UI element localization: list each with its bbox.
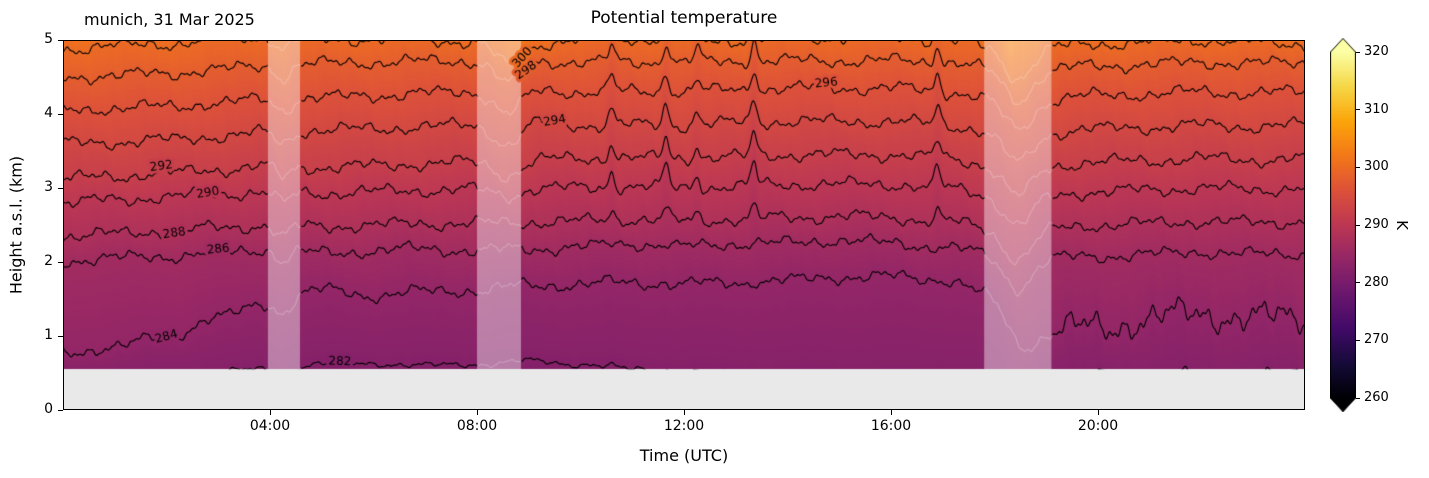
colorbar-tick-label: 270	[1364, 332, 1389, 348]
colorbar-tick-label: 290	[1364, 217, 1389, 232]
y-tick-label: 5	[44, 31, 53, 47]
colorbar-tick-mark	[1356, 224, 1360, 226]
colorbar-tick-mark	[1356, 51, 1360, 53]
colorbar-tick-label: 260	[1364, 390, 1389, 405]
colorbar-tick-label: 280	[1364, 274, 1389, 290]
y-tick-mark	[58, 409, 63, 411]
y-tick-mark	[58, 335, 63, 337]
x-tick-label: 20:00	[1077, 418, 1119, 434]
contour-plot-canvas	[63, 40, 1305, 410]
x-tick-mark	[1097, 410, 1099, 415]
colorbar-tick-label: 310	[1364, 101, 1389, 117]
x-tick-mark	[476, 410, 478, 415]
colorbar-tick-mark	[1356, 282, 1360, 284]
x-tick-mark	[269, 410, 271, 415]
x-tick-label: 08:00	[456, 418, 498, 434]
colorbar	[1330, 38, 1356, 412]
y-tick-label: 0	[44, 401, 53, 417]
x-tick-mark	[890, 410, 892, 415]
station-date-annotation: munich, 31 Mar 2025	[84, 10, 255, 29]
x-tick-mark	[683, 410, 685, 415]
colorbar-tick-mark	[1356, 109, 1360, 111]
y-tick-label: 3	[44, 179, 53, 195]
colorbar-tick-label: 300	[1364, 159, 1389, 175]
colorbar-tick-label: 320	[1364, 44, 1389, 59]
x-tick-label: 12:00	[663, 418, 705, 434]
y-tick-mark	[58, 113, 63, 115]
x-tick-label: 04:00	[249, 418, 291, 434]
y-tick-label: 1	[44, 327, 53, 343]
y-tick-mark	[58, 187, 63, 189]
colorbar-unit-label: K	[1393, 220, 1411, 230]
y-tick-label: 4	[44, 105, 53, 121]
y-axis-label: Height a.s.l. (km)	[6, 155, 26, 295]
colorbar-tick-mark	[1356, 397, 1360, 399]
y-tick-mark	[58, 39, 63, 41]
chart-title: Potential temperature	[590, 8, 778, 28]
y-tick-mark	[58, 261, 63, 263]
x-axis-label: Time (UTC)	[639, 446, 729, 465]
colorbar-tick-mark	[1356, 166, 1360, 168]
colorbar-tick-mark	[1356, 339, 1360, 341]
y-tick-label: 2	[44, 253, 53, 269]
x-tick-label: 16:00	[870, 418, 912, 434]
